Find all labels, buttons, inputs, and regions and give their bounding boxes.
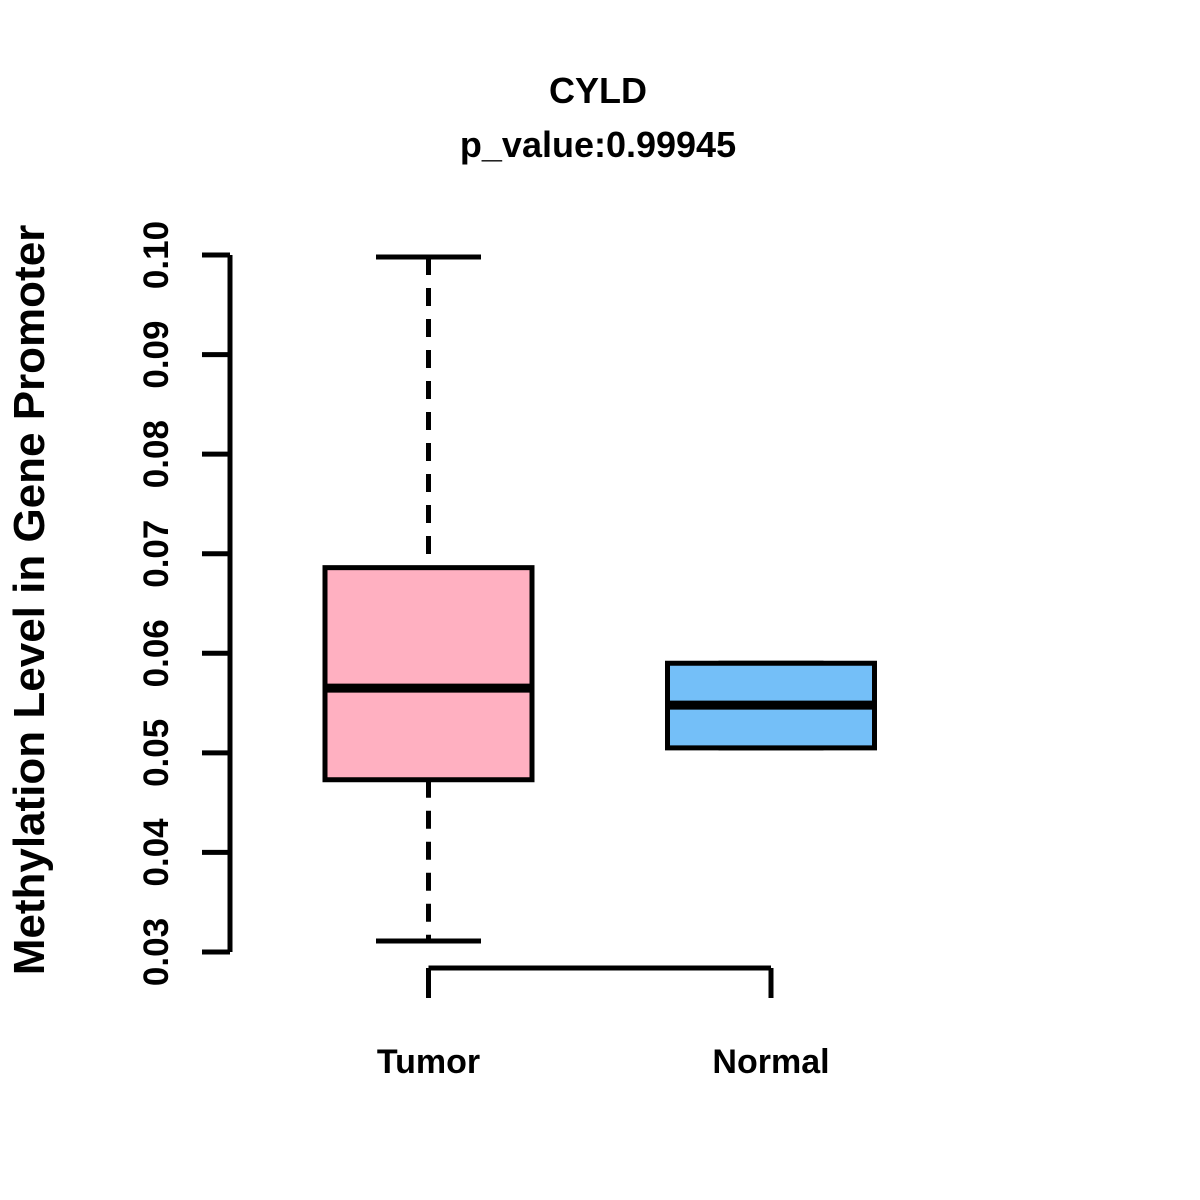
y-tick-label: 0.07	[137, 520, 176, 588]
chart-title: CYLD	[549, 70, 647, 111]
y-axis: 0.03 0.04 0.05 0.06 0.07 0.08 0.09 0.10	[137, 221, 233, 986]
y-tick-label: 0.04	[137, 818, 176, 887]
y-tick-label: 0.06	[137, 619, 176, 687]
chart-subtitle: p_value:0.99945	[460, 124, 736, 165]
x-axis: Tumor Normal	[377, 965, 830, 1081]
y-axis-label: Methylation Level in Gene Promoter	[5, 225, 54, 976]
boxplot-boxes	[322, 254, 877, 944]
y-tick-label: 0.05	[137, 719, 176, 787]
x-tick-label: Tumor	[377, 1043, 480, 1081]
box-tumor	[322, 565, 535, 783]
y-tick-label: 0.10	[137, 221, 176, 289]
x-tick-label: Normal	[712, 1043, 829, 1081]
y-tick-label: 0.08	[137, 420, 176, 488]
y-tick-label: 0.09	[137, 321, 176, 389]
y-tick-label: 0.03	[137, 918, 176, 986]
